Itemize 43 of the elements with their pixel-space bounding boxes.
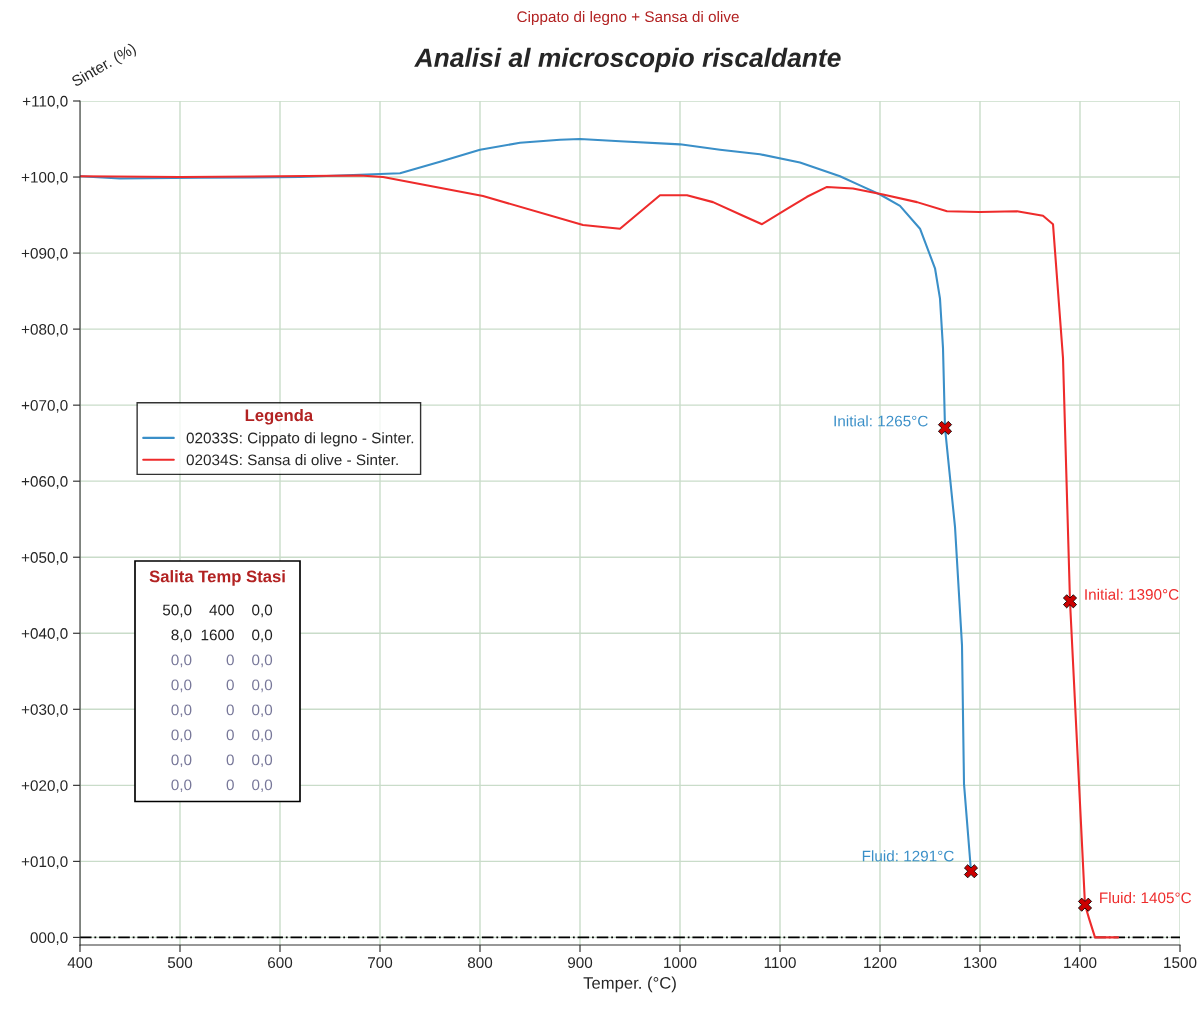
annotation: Fluid: 1405°C [1100, 892, 1192, 904]
x-tick-label: 900 [567, 957, 593, 969]
x-tick-label: 800 [467, 957, 493, 969]
x-tick-label: 700 [368, 957, 393, 969]
y-tick-label: +030,0 [21, 704, 68, 717]
legend-title: Legenda [245, 408, 314, 425]
annotation: Salita Temp Stasi [149, 570, 285, 586]
annotation: 0,0 0 0,0 [171, 704, 273, 718]
x-tick-label: 1400 [1064, 957, 1097, 969]
x-tick-label: 1200 [864, 957, 897, 969]
annotation: 0,0 0 0,0 [171, 779, 273, 793]
annotation: 0,0 0 0,0 [171, 729, 273, 743]
y-tick-label: +020,0 [21, 780, 68, 793]
x-tick-label: 400 [67, 957, 93, 969]
y-tick-label: +080,0 [21, 323, 68, 337]
annotation: Initial: 1390°C [1085, 588, 1179, 600]
chart-subtitle: Cippato di legno + Sansa di olive [517, 10, 739, 26]
y-tick-label: +040,0 [21, 628, 68, 641]
x-tick-label: 1100 [764, 957, 796, 969]
annotation: 0,0 0 0,0 [171, 654, 273, 668]
x-tick-label: 500 [167, 957, 193, 969]
y-tick-label: +100,0 [21, 171, 68, 185]
y-tick-label: +090,0 [21, 247, 68, 261]
x-tick-label: 600 [268, 957, 293, 969]
x-tick-label: 1000 [664, 957, 697, 969]
legend-label: 02033S: Cippato di legno - Sinter. [186, 432, 414, 447]
y-tick-label: +010,0 [21, 856, 68, 869]
x-axis-title: Temper. (°C) [583, 976, 676, 993]
y-tick-label: +060,0 [21, 476, 68, 489]
y-tick-label: +110,0 [22, 95, 68, 109]
y-tick-label: +070,0 [21, 400, 68, 413]
annotation: 50,0 400 0,0 [162, 604, 273, 618]
annotation: 0,0 0 0,0 [171, 754, 273, 768]
annotation: 8,0 1600 0,0 [171, 629, 273, 643]
annotation: Initial: 1265°C [834, 415, 928, 427]
annotation: Fluid: 1291°C [862, 850, 954, 862]
x-tick-label: 1500 [1164, 957, 1197, 969]
annotation: 0,0 0 0,0 [171, 679, 273, 693]
y-tick-label: 000,0 [30, 932, 68, 945]
legend-label: 02034S: Sansa di olive - Sinter. [186, 454, 398, 466]
y-tick-label: +050,0 [21, 552, 68, 565]
x-tick-label: 1300 [964, 957, 997, 969]
chart-title: Analisi al microscopio riscaldante [414, 47, 841, 73]
